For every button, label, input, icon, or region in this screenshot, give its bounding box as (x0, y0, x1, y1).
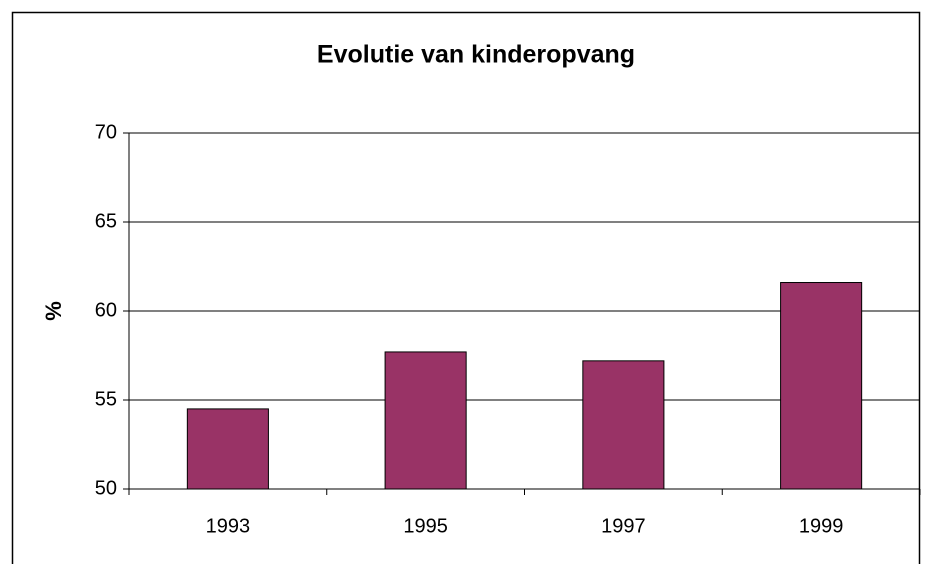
y-axis-label: % (41, 301, 66, 321)
chart-title: Evolutie van kinderopvang (317, 41, 635, 69)
x-tick-label: 1995 (403, 515, 448, 537)
x-tick-label: 1999 (799, 515, 844, 537)
bar (186, 408, 269, 490)
y-tick-label: 55 (95, 388, 117, 410)
y-tick-label: 60 (95, 299, 117, 321)
y-tick-label: 50 (95, 477, 117, 499)
x-tick-label: 1997 (601, 515, 646, 537)
y-tick-label: 65 (95, 210, 117, 232)
bar (780, 282, 863, 490)
bar (384, 351, 467, 490)
y-tick-label: 70 (95, 121, 117, 143)
bar (582, 360, 665, 490)
x-tick-label: 1993 (206, 515, 251, 537)
